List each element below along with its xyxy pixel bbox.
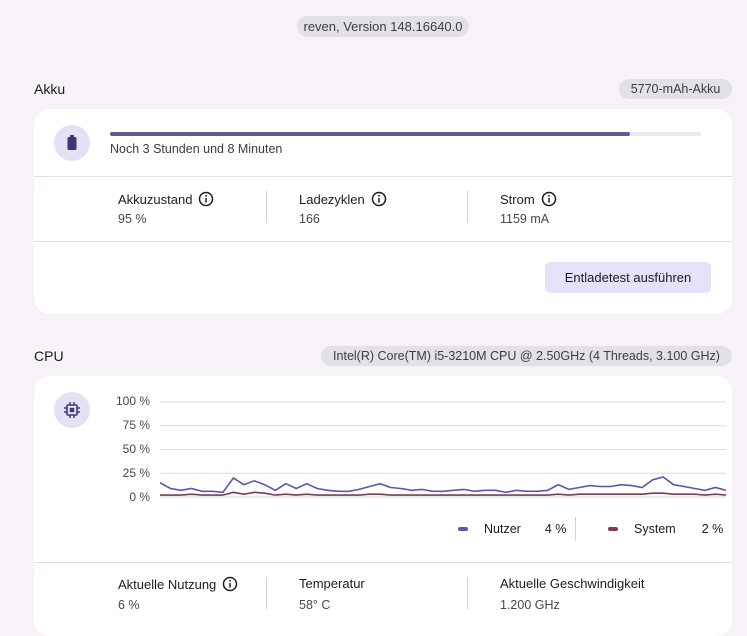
divider <box>266 191 267 223</box>
battery-health-value: 95 % <box>118 212 147 226</box>
divider <box>467 577 468 609</box>
battery-cycles-label: Ladezyklen <box>299 191 387 207</box>
info-icon[interactable] <box>371 191 387 207</box>
legend-user-name: Nutzer <box>484 522 521 536</box>
battery-current-value: 1159 mA <box>500 212 550 226</box>
cpu-model-badge: Intel(R) Core(TM) i5-3210M CPU @ 2.50GHz… <box>321 346 732 366</box>
divider <box>575 517 576 541</box>
cpu-usage-value: 6 % <box>118 598 140 612</box>
cpu-temperature-value: 58° C <box>299 598 331 612</box>
y-tick-label: 0 % <box>129 490 150 504</box>
info-icon[interactable] <box>222 576 238 592</box>
cpu-card: 100 % 75 % 50 % 25 % 0 % Nutzer 4 % Syst… <box>34 376 732 636</box>
cpu-speed-label: Aktuelle Geschwindigkeit <box>500 576 645 591</box>
discharge-test-button[interactable]: Entladetest ausführen <box>545 262 711 293</box>
info-icon[interactable] <box>541 191 557 207</box>
battery-capacity-badge: 5770-mAh-Akku <box>619 79 732 99</box>
cpu-usage-chart <box>160 401 726 498</box>
legend-user: Nutzer 4 % <box>458 522 566 536</box>
battery-cycles-value: 166 <box>299 212 320 226</box>
y-tick-label: 75 % <box>122 418 150 432</box>
legend-swatch-system <box>608 527 618 531</box>
battery-level-fill <box>110 132 631 136</box>
battery-icon <box>54 125 90 161</box>
legend-system-value: 2 % <box>701 522 724 536</box>
battery-level-track <box>110 132 701 136</box>
cpu-chip-icon <box>54 392 90 428</box>
cpu-speed-value: 1.200 GHz <box>500 598 560 612</box>
battery-current-label: Strom <box>500 191 557 207</box>
cpu-speed-label-text: Aktuelle Geschwindigkeit <box>500 576 645 591</box>
divider <box>34 241 732 242</box>
battery-health-label-text: Akkuzustand <box>118 191 193 207</box>
y-tick-label: 25 % <box>122 466 150 480</box>
version-chip: reven, Version 148.16640.0 <box>297 16 469 37</box>
y-tick-label: 50 % <box>122 442 150 456</box>
divider <box>467 191 468 223</box>
divider <box>266 577 267 609</box>
legend-system: System 2 % <box>608 522 723 536</box>
cpu-section-title: CPU <box>34 348 64 364</box>
series-line-user <box>160 476 726 494</box>
legend-system-name: System <box>634 522 676 536</box>
cpu-usage-label: Aktuelle Nutzung <box>118 576 238 592</box>
battery-card: Noch 3 Stunden und 8 Minuten Akkuzustand… <box>34 109 732 314</box>
divider <box>34 176 732 177</box>
series-line-system <box>160 491 726 496</box>
battery-remaining-time: Noch 3 Stunden und 8 Minuten <box>110 142 283 156</box>
battery-section-title: Akku <box>34 81 66 97</box>
info-icon[interactable] <box>198 191 214 207</box>
cpu-usage-label-text: Aktuelle Nutzung <box>118 576 217 592</box>
battery-current-label-text: Strom <box>500 191 535 207</box>
cpu-temperature-label-text: Temperatur <box>299 576 365 591</box>
y-tick-label: 100 % <box>115 394 150 408</box>
battery-cycles-label-text: Ladezyklen <box>299 191 365 207</box>
legend-swatch-user <box>458 527 468 531</box>
cpu-temperature-label: Temperatur <box>299 576 365 591</box>
legend-user-value: 4 % <box>544 522 567 536</box>
battery-health-label: Akkuzustand <box>118 191 214 207</box>
divider <box>34 562 732 563</box>
